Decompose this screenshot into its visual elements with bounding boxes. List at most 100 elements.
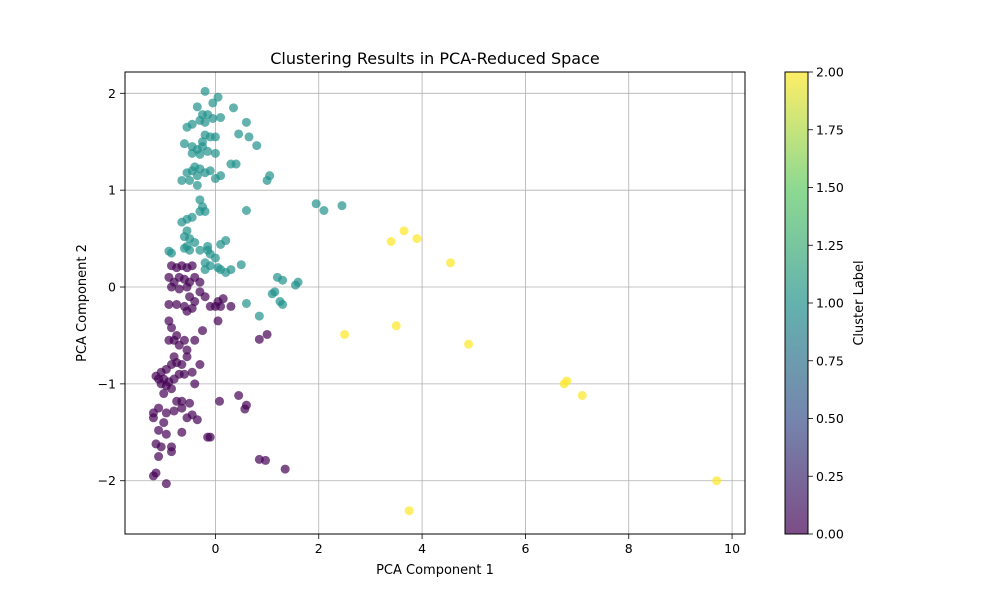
cluster-0-point <box>182 352 192 362</box>
cluster-1-point <box>241 117 251 127</box>
colorbar-tick-label: 1.75 <box>816 122 844 137</box>
cluster-0-point <box>195 277 205 287</box>
cluster-0-point <box>177 427 187 437</box>
cluster-1-point <box>319 206 329 216</box>
cluster-1-point <box>195 245 205 255</box>
cluster-0-point <box>187 367 197 377</box>
cluster-0-point <box>161 408 171 418</box>
cluster-0-point <box>161 479 171 489</box>
cluster-1-point <box>208 98 218 108</box>
y-tick-label: 2 <box>108 86 116 101</box>
cluster-1-point <box>241 298 251 308</box>
x-tick-label: 6 <box>521 541 529 556</box>
colorbar-tick-label: 2.00 <box>816 65 844 80</box>
cluster-0-point <box>174 284 184 294</box>
y-axis-ticks: −2 −1 0 1 2 <box>98 86 125 488</box>
x-tick-label: 8 <box>625 541 633 556</box>
colorbar-gradient <box>784 71 809 535</box>
cluster-0-point <box>164 299 174 309</box>
cluster-0-point <box>262 329 272 339</box>
cluster-2-point <box>404 506 414 516</box>
cluster-0-point <box>167 282 176 292</box>
cluster-1-point <box>190 237 200 247</box>
cluster-1-point <box>216 239 226 249</box>
cluster-0-point <box>159 389 169 399</box>
grid-lines <box>125 72 745 534</box>
cluster-1-point <box>195 149 205 159</box>
cluster-0-point <box>167 447 176 457</box>
cluster-0-point <box>182 345 192 355</box>
cluster-1-point <box>337 201 347 211</box>
x-axis-ticks: 0 2 4 6 8 10 <box>211 534 740 556</box>
colorbar-ticks: 0.00 0.25 0.50 0.75 1.00 1.25 1.50 1.75 2.00 <box>808 65 844 542</box>
cluster-0-point <box>205 432 215 442</box>
cluster-1-point <box>311 199 321 209</box>
cluster-0-point <box>182 282 192 292</box>
cluster-2-point <box>386 236 396 246</box>
cluster-0-point <box>167 384 176 394</box>
cluster-1-point <box>210 174 220 184</box>
cluster-1-point <box>167 248 176 258</box>
cluster-1-point <box>192 171 202 181</box>
colorbar: 0.00 0.25 0.50 0.75 1.00 1.25 1.50 1.75 2.00 Clu… <box>784 65 867 542</box>
cluster-1-point <box>241 206 251 216</box>
cluster-0-point <box>192 415 202 425</box>
x-tick-label: 4 <box>418 541 426 556</box>
cluster-1-point <box>291 280 300 290</box>
cluster-1-point <box>216 113 226 123</box>
cluster-1-point <box>205 166 215 176</box>
cluster-0-point <box>198 326 207 336</box>
colorbar-tick-label: 1.00 <box>816 296 844 311</box>
cluster-2-point <box>391 321 401 331</box>
cluster-2-point <box>464 339 474 349</box>
cluster-0-point <box>190 335 200 345</box>
cluster-1-point <box>203 146 213 156</box>
x-tick-label: 10 <box>724 541 740 556</box>
cluster-0-point <box>240 404 250 414</box>
cluster-0-point <box>187 261 197 271</box>
cluster-1-point <box>179 243 189 253</box>
cluster-0-point <box>164 316 174 326</box>
cluster-0-point <box>215 396 225 406</box>
colorbar-tick-label: 0.00 <box>816 527 844 542</box>
y-tick-label: 1 <box>108 183 116 198</box>
x-tick-label: 0 <box>211 541 219 556</box>
cluster-1-point <box>185 175 195 185</box>
cluster-0-point <box>148 413 158 423</box>
cluster-1-point <box>267 289 277 299</box>
cluster-0-point <box>167 323 176 333</box>
cluster-0-point <box>213 316 223 326</box>
cluster-0-point <box>190 297 200 307</box>
cluster-2-point <box>340 329 350 339</box>
cluster-1-point <box>200 265 210 275</box>
y-tick-label: −2 <box>98 473 116 488</box>
cluster-0-point <box>159 418 169 428</box>
cluster-1-point <box>195 206 205 216</box>
cluster-0-point <box>226 301 236 311</box>
colorbar-tick-label: 0.50 <box>816 411 844 426</box>
cluster-1-point <box>213 92 223 102</box>
cluster-1-point <box>187 148 197 158</box>
cluster-0-point <box>148 471 158 481</box>
cluster-1-point <box>226 265 236 275</box>
cluster-0-point <box>280 464 290 474</box>
colorbar-label: Cluster Label <box>852 260 867 345</box>
cluster-0-point <box>200 292 210 302</box>
cluster-1-point <box>177 175 187 185</box>
cluster-0-point <box>261 455 271 465</box>
cluster-2-point <box>577 390 587 400</box>
cluster-0-point <box>218 294 228 304</box>
cluster-1-point <box>278 299 288 309</box>
plot-frame <box>124 71 746 535</box>
cluster-1-point <box>244 132 254 142</box>
cluster-1-point <box>210 148 220 158</box>
cluster-0-point <box>195 360 205 370</box>
cluster-1-point <box>231 159 241 169</box>
cluster-1-point <box>192 102 202 112</box>
cluster-1-point <box>210 132 220 142</box>
cluster-0-point <box>169 406 179 416</box>
cluster-1-point <box>195 195 205 205</box>
y-tick-label: −1 <box>98 376 116 391</box>
data-points <box>148 86 722 516</box>
